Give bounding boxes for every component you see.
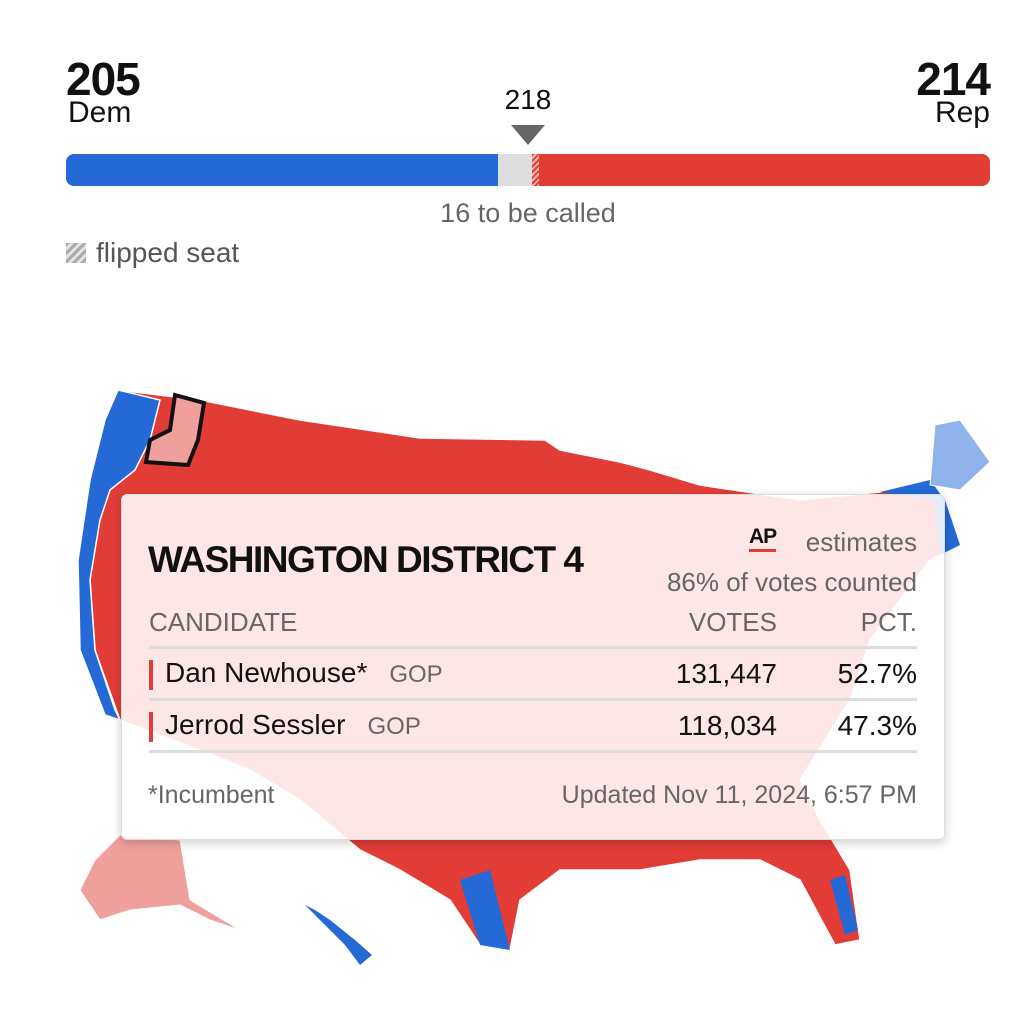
map-west-coast-dem[interactable]	[77, 389, 161, 722]
col-candidate: CANDIDATE	[149, 607, 617, 649]
rep-seat-count: 214	[916, 53, 991, 105]
col-pct: PCT.	[777, 607, 917, 649]
votes-counted: 86% of votes counted	[666, 567, 917, 597]
col-votes: VOTES	[616, 607, 777, 649]
district-tooltip: WASHINGTON DISTRICT 4 AP estimates 86% o…	[121, 494, 945, 840]
table-header: CANDIDATE VOTES PCT.	[149, 607, 917, 649]
to-be-called-label: 16 to be called	[440, 198, 616, 228]
flipped-seat-label: flipped seat	[96, 237, 240, 268]
map-florida-dem[interactable]	[830, 875, 858, 935]
dem-label: Dem	[68, 96, 132, 129]
party-color-marker	[149, 711, 153, 742]
candidate-votes: 131,447	[616, 647, 777, 701]
table-row: Dan Newhouse* GOP 131,447 52.7%	[149, 647, 917, 701]
results-table: CANDIDATE VOTES PCT. Dan Newhouse* GOP 13…	[149, 607, 917, 753]
seat-balance-bar	[66, 154, 990, 186]
map-alaska[interactable]	[79, 834, 241, 931]
table-row: Jerrod Sessler GOP 118,034 47.3%	[149, 699, 917, 753]
map-texas-coast-dem[interactable]	[460, 870, 510, 950]
rep-seats-bar	[539, 154, 990, 186]
ap-logo: AP	[749, 526, 777, 552]
map-washington-district-4[interactable]	[143, 392, 207, 468]
estimates-label: estimates	[805, 527, 917, 557]
candidate-party: GOP	[389, 661, 443, 689]
flipped-seat-legend: flipped seat	[66, 237, 239, 269]
candidate-party: GOP	[367, 713, 421, 741]
majority-marker-icon	[511, 125, 545, 145]
incumbent-footnote: *Incumbent	[148, 781, 275, 809]
dem-seats-bar	[66, 154, 498, 186]
uncalled-seats-bar	[497, 154, 532, 186]
candidate-votes: 118,034	[616, 699, 777, 753]
party-color-marker	[149, 659, 153, 690]
flipped-seats-bar	[531, 154, 540, 186]
flipped-hatch-icon	[66, 243, 86, 263]
dem-seat-count: 205	[66, 53, 141, 105]
map-maine[interactable]	[929, 419, 991, 491]
rep-label: Rep	[934, 96, 990, 129]
majority-threshold: 218	[504, 84, 552, 115]
candidate-pct: 47.3%	[777, 699, 917, 753]
candidate-name: Jerrod Sessler	[165, 709, 346, 741]
candidate-pct: 52.7%	[777, 647, 917, 701]
candidate-name: Dan Newhouse*	[165, 657, 368, 689]
updated-timestamp: Updated Nov 11, 2024, 6:57 PM	[561, 781, 917, 809]
district-title: WASHINGTON DISTRICT 4	[148, 539, 584, 580]
map-hawaii[interactable]	[305, 905, 372, 965]
